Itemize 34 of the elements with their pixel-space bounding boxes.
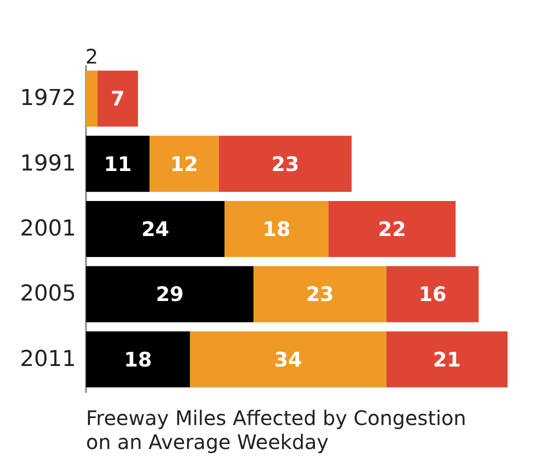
bar — [86, 70, 98, 127]
data-label: 16 — [418, 282, 446, 306]
data-label: 22 — [378, 217, 406, 241]
data-label: 23 — [271, 152, 300, 176]
bar — [150, 136, 219, 192]
data-label: 11 — [104, 152, 132, 176]
bar — [86, 136, 150, 192]
y-tick-label: 1972 — [20, 86, 76, 112]
data-label: 23 — [306, 282, 334, 306]
y-tick-label: 1991 — [20, 151, 76, 176]
x-axis-title: Freeway Miles Affected by Congestion on an Average Weekday — [86, 406, 466, 454]
data-label: 7 — [110, 86, 125, 111]
data-label: 18 — [262, 217, 290, 241]
data-label: 29 — [156, 282, 184, 306]
bar — [253, 266, 386, 322]
bar — [86, 266, 254, 322]
bar — [386, 266, 479, 322]
bar — [224, 200, 329, 258]
bar — [190, 331, 386, 388]
y-tick-label: 2001 — [20, 216, 76, 242]
bar — [218, 136, 352, 192]
y-tick-label: 2011 — [20, 346, 76, 372]
data-label: 2 — [85, 44, 98, 69]
data-label: 24 — [141, 217, 170, 241]
data-label: 34 — [274, 347, 302, 372]
bar — [86, 331, 190, 388]
data-label: 18 — [124, 347, 152, 372]
bar — [86, 200, 225, 258]
bar — [386, 331, 508, 388]
bar — [328, 200, 456, 258]
bar — [98, 70, 138, 127]
y-tick-label: 2005 — [20, 282, 76, 307]
data-label: 21 — [433, 347, 461, 372]
data-label: 12 — [170, 152, 198, 176]
